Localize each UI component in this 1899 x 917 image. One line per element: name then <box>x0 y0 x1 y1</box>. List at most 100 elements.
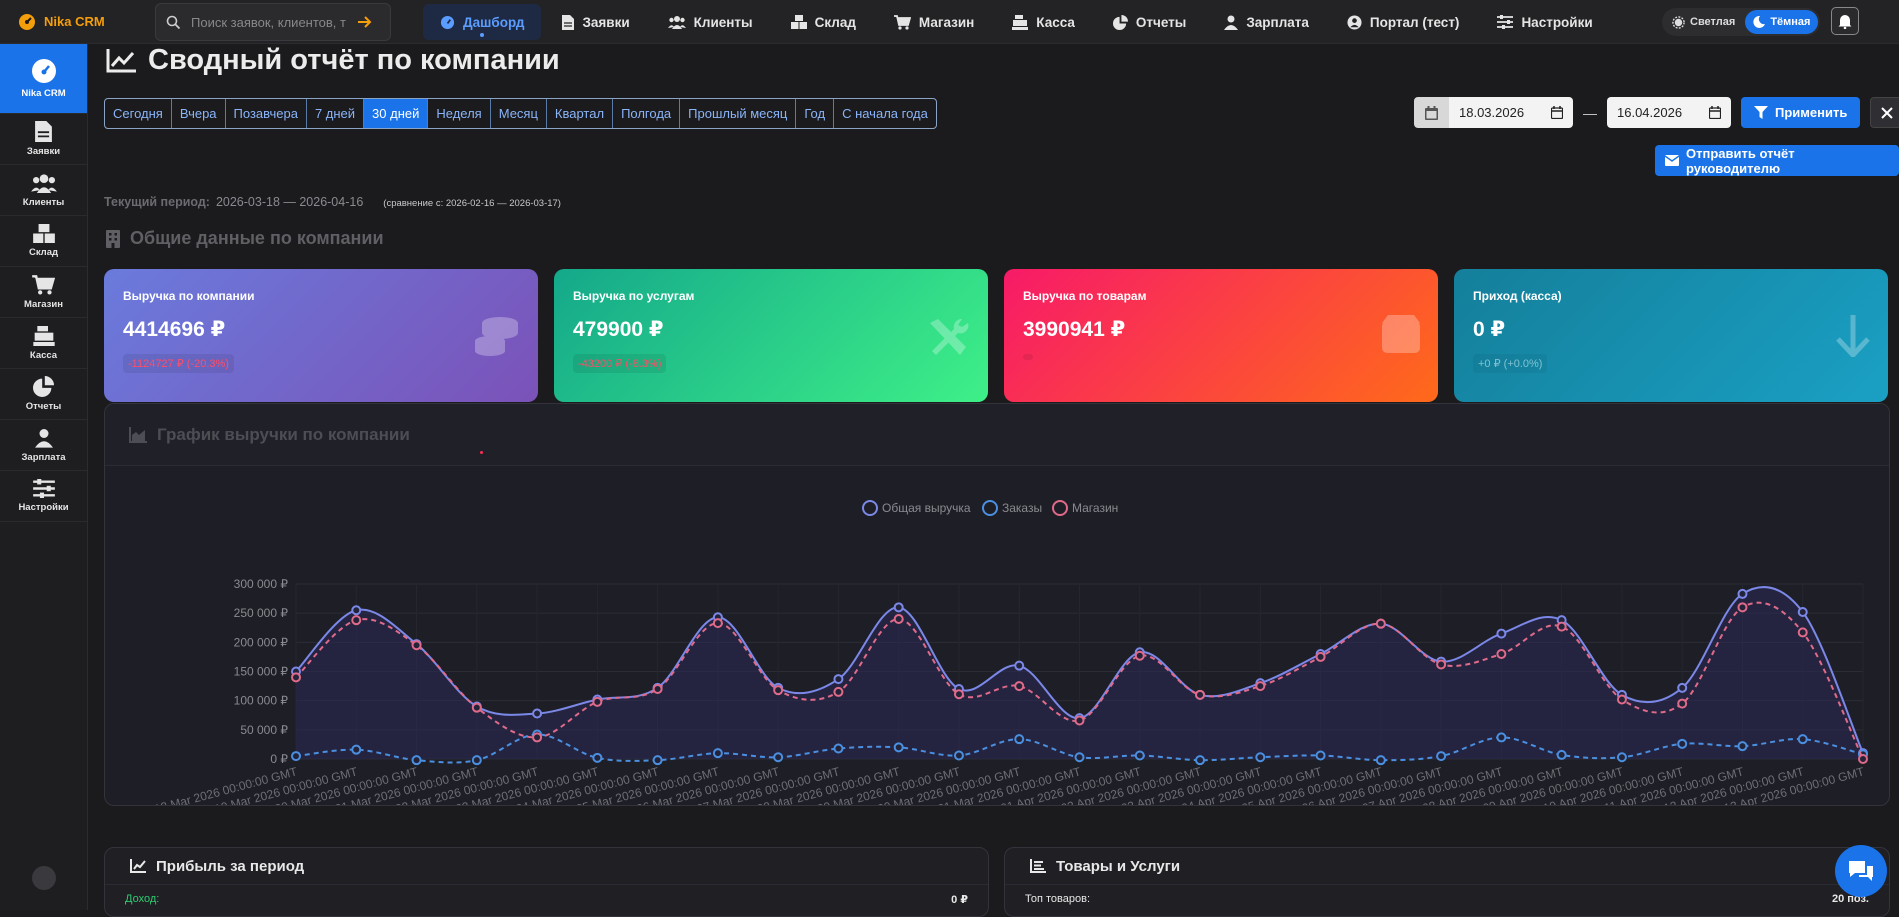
theme-dark-option[interactable]: Тёмная <box>1745 10 1819 34</box>
send-report-button[interactable]: Отправить отчёт руководителю <box>1655 145 1899 176</box>
sidebar-item-cashbox[interactable]: Касса <box>0 318 87 369</box>
y-tick-label: 150 000 ₽ <box>234 665 289 679</box>
period-today[interactable]: Сегодня <box>105 99 172 128</box>
sidebar-item-reports[interactable]: Отчеты <box>0 369 87 420</box>
sidebar-item-clients[interactable]: Клиенты <box>0 165 87 216</box>
data-point <box>1677 698 1688 709</box>
nav-item-salary[interactable]: Зарплата <box>1207 4 1326 40</box>
notifications-button[interactable] <box>1831 7 1859 35</box>
nav-item-settings[interactable]: Настройки <box>1480 4 1609 40</box>
chat-button[interactable] <box>1835 845 1887 897</box>
search-submit-arrow-icon[interactable] <box>357 15 373 29</box>
theme-light-option[interactable]: Светлая <box>1664 10 1743 34</box>
nav-item-shop[interactable]: Магазин <box>877 4 991 40</box>
chart-header-dot <box>480 451 483 454</box>
date-to-value: 16.04.2026 <box>1617 105 1683 120</box>
period-yesterday[interactable]: Вчера <box>172 99 226 128</box>
data-point <box>1616 694 1627 705</box>
period-year[interactable]: Год <box>796 99 835 128</box>
data-point <box>1014 734 1025 745</box>
apply-button[interactable]: Применить <box>1741 97 1861 128</box>
date-to-input[interactable]: 16.04.2026 <box>1607 97 1731 128</box>
period-week[interactable]: Неделя <box>428 99 491 128</box>
pie-chart-icon <box>1112 14 1128 30</box>
period-last-month[interactable]: Прошлый месяц <box>680 99 797 128</box>
data-point <box>1134 750 1145 761</box>
sidebar-item-label: Nika CRM <box>21 88 66 99</box>
date-picker-icon[interactable] <box>1551 106 1563 119</box>
data-point <box>1556 749 1567 760</box>
legend-marker <box>862 500 878 516</box>
nav-item-cashbox[interactable]: Касса <box>995 4 1092 40</box>
page-title: Сводный отчёт по компании <box>148 44 560 76</box>
kpi-delta <box>1023 354 1033 360</box>
period-comparison: (сравнение с: 2026-02-16 — 2026-03-17) <box>383 198 561 209</box>
sidebar-item-home[interactable]: Nika CRM <box>0 44 87 114</box>
data-point <box>1255 681 1266 692</box>
period-7-days[interactable]: 7 дней <box>307 99 365 128</box>
data-point <box>291 751 301 762</box>
sidebar-collapse-icon[interactable] <box>32 866 56 890</box>
period-ytd[interactable]: С начала года <box>842 106 928 121</box>
chart-header: График выручки по компании <box>105 404 1889 466</box>
nav-item-clients[interactable]: Клиенты <box>651 4 770 40</box>
sidebar-item-label: Клиенты <box>22 196 65 208</box>
nav-item-label: Дашборд <box>463 14 525 30</box>
sidebar-item-requests[interactable]: Заявки <box>0 114 87 165</box>
period-quarter[interactable]: Квартал <box>547 99 614 128</box>
period-30-days[interactable]: 30 дней <box>364 99 429 128</box>
date-range: 18.03.2026 — 16.04.2026 Применить <box>1414 97 1899 128</box>
building-icon <box>106 229 120 248</box>
legend-marker <box>1052 500 1068 516</box>
calendar-icon <box>1414 97 1449 128</box>
sidebar-item-label: Склад <box>28 247 59 258</box>
kpi-label: Выручка по компании <box>123 289 255 303</box>
y-tick-label: 50 000 ₽ <box>240 723 288 737</box>
reset-button[interactable] <box>1870 97 1899 128</box>
nav-item-dashboard[interactable]: Дашборд <box>423 4 542 40</box>
period-info: Текущий период: 2026-03-18 — 2026-04-16 … <box>104 195 561 209</box>
sidebar-item-label: Отчеты <box>25 401 62 412</box>
search-input[interactable] <box>189 13 349 31</box>
sidebar-item-shop[interactable]: Магазин <box>0 267 87 318</box>
data-point <box>1858 754 1868 764</box>
nav-item-requests[interactable]: Заявки <box>545 4 646 40</box>
sidebar-item-warehouse[interactable]: Склад <box>0 216 87 267</box>
user-circle-icon <box>1347 14 1362 30</box>
nav-item-reports[interactable]: Отчеты <box>1096 4 1203 40</box>
nav-item-label: Зарплата <box>1246 14 1309 30</box>
sidebar-item-settings[interactable]: Настройки <box>0 471 87 522</box>
cart-icon <box>32 274 55 295</box>
date-picker-icon[interactable] <box>1709 106 1721 119</box>
theme-light-label: Светлая <box>1690 16 1736 28</box>
brand[interactable]: Nika CRM <box>0 13 130 31</box>
brand-name: Nika CRM <box>44 14 105 29</box>
data-point <box>712 618 723 629</box>
box-icon <box>1382 315 1420 353</box>
profit-panel: Прибыль за период Доход: 0 ₽ <box>104 847 989 917</box>
data-point <box>1315 750 1326 761</box>
y-tick-label: 100 000 ₽ <box>234 694 289 708</box>
date-from-value: 18.03.2026 <box>1459 105 1525 120</box>
data-point <box>1677 738 1688 749</box>
nav-item-portal[interactable]: Портал (тест) <box>1330 4 1477 40</box>
period-month[interactable]: Месяц <box>491 99 547 128</box>
cart-icon <box>893 14 911 30</box>
data-point <box>1014 660 1025 671</box>
data-point <box>773 685 784 696</box>
period-day-before[interactable]: Позавчера <box>226 99 307 128</box>
file-icon <box>35 121 52 142</box>
sidebar-item-label: Заявки <box>26 146 61 157</box>
coins-icon <box>474 315 520 357</box>
chat-bubbles-icon <box>1847 859 1875 883</box>
y-tick-label: 0 ₽ <box>270 752 288 766</box>
nav-item-warehouse[interactable]: Склад <box>774 4 873 40</box>
sidebar-item-salary[interactable]: Зарплата <box>0 420 87 471</box>
date-from-input[interactable]: 18.03.2026 <box>1449 97 1573 128</box>
data-point <box>833 686 844 697</box>
period-half-year[interactable]: Полгода <box>613 99 681 128</box>
kpi-card-services-revenue: Выручка по услугам 479900 ₽ -43200 ₽ (-8… <box>554 269 988 402</box>
gauge-icon <box>31 58 57 84</box>
kpi-cards: Выручка по компании 4414696 ₽ -1124727 ₽… <box>104 269 1888 402</box>
gear-sun-icon <box>1672 15 1685 29</box>
